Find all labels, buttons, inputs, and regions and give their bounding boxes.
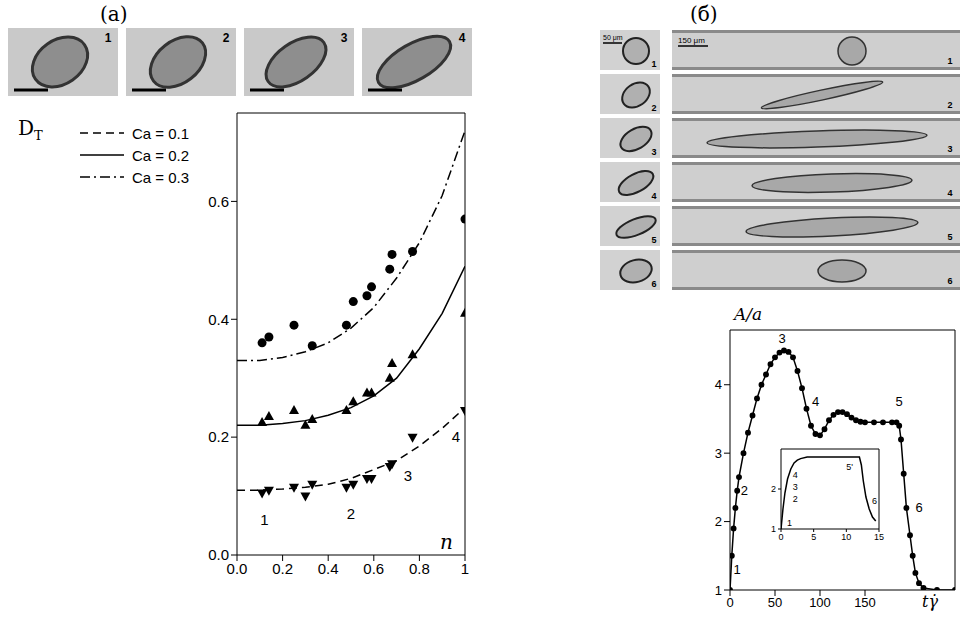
html-text:n: n	[440, 530, 453, 554]
svg-text:5': 5'	[846, 462, 853, 472]
html-text:Ca = 0.1: Ca = 0.1	[132, 124, 190, 142]
svg-text:0.4: 0.4	[318, 560, 339, 577]
svg-text:2: 2	[771, 484, 776, 494]
svg-text:5: 5	[947, 232, 952, 242]
svg-text:5: 5	[896, 394, 903, 409]
svg-text:0.0: 0.0	[208, 546, 229, 563]
svg-text:2: 2	[947, 100, 952, 110]
svg-text:4: 4	[793, 470, 798, 480]
svg-text:3: 3	[793, 482, 798, 492]
svg-text:6: 6	[651, 279, 656, 289]
svg-text:3: 3	[651, 147, 656, 157]
svg-text:4: 4	[715, 377, 722, 392]
svg-text:15: 15	[874, 532, 884, 542]
svg-text:0.0: 0.0	[227, 560, 248, 577]
svg-text:1: 1	[734, 562, 741, 577]
svg-text:1: 1	[715, 583, 722, 598]
svg-text:3: 3	[341, 31, 348, 45]
svg-text:4: 4	[812, 394, 819, 409]
svg-text:50 μm: 50 μm	[603, 34, 623, 42]
svg-text:6: 6	[872, 496, 877, 506]
svg-text:3: 3	[779, 331, 786, 346]
svg-text:3: 3	[715, 446, 722, 461]
svg-text:2: 2	[793, 494, 798, 504]
svg-text:2: 2	[741, 483, 748, 498]
svg-text:4: 4	[651, 191, 656, 201]
html-text:tγ̇: tγ̇	[922, 592, 938, 611]
svg-text:1: 1	[771, 524, 776, 534]
svg-text:5: 5	[811, 532, 816, 542]
svg-text:3: 3	[947, 144, 952, 154]
html-text:Ca = 0.3: Ca = 0.3	[132, 168, 190, 186]
svg-text:5: 5	[651, 235, 656, 245]
svg-text:50: 50	[768, 595, 782, 610]
svg-text:3: 3	[404, 467, 412, 484]
html-text:Ca = 0.2: Ca = 0.2	[132, 146, 190, 164]
svg-text:1: 1	[947, 56, 952, 66]
svg-text:4: 4	[452, 428, 460, 445]
svg-text:0.4: 0.4	[208, 311, 229, 328]
svg-text:0.6: 0.6	[208, 193, 229, 210]
svg-text:6: 6	[947, 276, 952, 286]
svg-text:4: 4	[459, 31, 466, 45]
svg-text:2: 2	[715, 514, 722, 529]
html-text:(б): (б)	[690, 2, 718, 26]
svg-text:10: 10	[841, 532, 851, 542]
svg-text:0: 0	[778, 532, 783, 542]
svg-text:1: 1	[461, 560, 469, 577]
html-text:A/a: A/a	[734, 304, 763, 324]
svg-text:1: 1	[105, 31, 112, 45]
svg-text:4: 4	[947, 188, 952, 198]
svg-text:6: 6	[915, 500, 922, 515]
svg-text:0.2: 0.2	[208, 428, 229, 445]
svg-text:0.8: 0.8	[409, 560, 430, 577]
svg-text:2: 2	[223, 31, 230, 45]
svg-text:2: 2	[347, 505, 355, 522]
svg-text:0.6: 0.6	[363, 560, 384, 577]
svg-text:150 μm: 150 μm	[678, 36, 705, 45]
svg-text:100: 100	[809, 595, 831, 610]
svg-text:0: 0	[726, 595, 733, 610]
html-text:DT: DT	[18, 116, 43, 143]
svg-text:1: 1	[651, 59, 656, 69]
svg-text:150: 150	[854, 595, 876, 610]
svg-text:1: 1	[787, 518, 792, 528]
svg-text:0.2: 0.2	[272, 560, 293, 577]
html-text:(а): (а)	[100, 2, 128, 26]
svg-text:1: 1	[260, 511, 268, 528]
svg-text:2: 2	[651, 103, 656, 113]
